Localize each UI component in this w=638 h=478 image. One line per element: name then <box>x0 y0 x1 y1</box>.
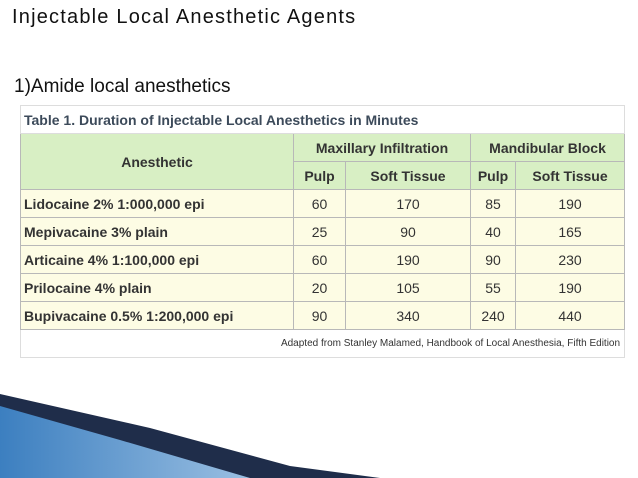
group-header: Maxillary Infiltration <box>293 133 471 162</box>
anesthetic-name: Articaine 4% 1:100,000 epi <box>20 245 294 274</box>
duration-cell: 190 <box>345 245 471 274</box>
data-row: Lidocaine 2% 1:000,000 epi 60 170 85 190 <box>20 189 626 218</box>
anesthetic-name: Lidocaine 2% 1:000,000 epi <box>20 189 294 218</box>
duration-cell: 20 <box>293 273 346 302</box>
duration-cell: 190 <box>514 273 626 302</box>
duration-table: Table 1. Duration of Injectable Local An… <box>19 105 626 358</box>
subheader-cell: Pulp <box>293 161 346 190</box>
duration-cell: 105 <box>345 273 471 302</box>
duration-cell: 90 <box>293 301 346 330</box>
data-row: Articaine 4% 1:100,000 epi 60 190 90 230 <box>20 245 626 274</box>
duration-cell: 60 <box>293 245 346 274</box>
duration-cell: 90 <box>470 245 516 274</box>
data-row: Bupivacaine 0.5% 1:200,000 epi 90 340 240 44… <box>20 301 626 330</box>
source-row: Adapted from Stanley Malamed, Handbook o… <box>19 329 626 358</box>
duration-cell: 340 <box>345 301 471 330</box>
subheader-cell: Pulp <box>470 161 516 190</box>
subheader-row: Pulp Soft Tissue Pulp Soft Tissue <box>21 161 626 190</box>
duration-cell: 165 <box>514 217 626 246</box>
table-body: Table 1. Duration of Injectable Local An… <box>19 105 626 358</box>
duration-cell: 230 <box>514 245 626 274</box>
duration-cell: 440 <box>514 301 626 330</box>
table-source: Adapted from Stanley Malamed, Handbook o… <box>19 329 626 358</box>
anesthetic-name: Prilocaine 4% plain <box>20 273 294 302</box>
subheader-cell: Soft Tissue <box>514 161 626 190</box>
decoration <box>0 394 380 478</box>
header-row: Anesthetic Maxillary Infiltration Mandib… <box>20 133 626 190</box>
header-cell: Anesthetic <box>20 133 294 190</box>
duration-cell: 170 <box>345 189 471 218</box>
duration-cell: 240 <box>470 301 516 330</box>
anesthetic-name: Bupivacaine 0.5% 1:200,000 epi <box>20 301 294 330</box>
duration-cell: 40 <box>470 217 516 246</box>
caption-row: Table 1. Duration of Injectable Local An… <box>19 105 626 134</box>
table-caption: Table 1. Duration of Injectable Local An… <box>19 105 626 134</box>
data-row: Prilocaine 4% plain 20 105 55 190 <box>20 273 626 302</box>
slide-subtitle: 1)Amide local anesthetics <box>14 76 231 97</box>
duration-cell: 25 <box>293 217 346 246</box>
duration-cell: 55 <box>470 273 516 302</box>
slide-title: Injectable Local Anesthetic Agents <box>12 6 357 28</box>
anesthetic-name: Mepivacaine 3% plain <box>20 217 294 246</box>
duration-cell: 90 <box>345 217 471 246</box>
duration-cell: 85 <box>470 189 516 218</box>
duration-cell: 60 <box>293 189 346 218</box>
subheader-cell: Soft Tissue <box>345 161 471 190</box>
duration-cell: 190 <box>514 189 626 218</box>
data-row: Mepivacaine 3% plain 25 90 40 165 <box>20 217 626 246</box>
group-header: Mandibular Block <box>469 133 626 162</box>
